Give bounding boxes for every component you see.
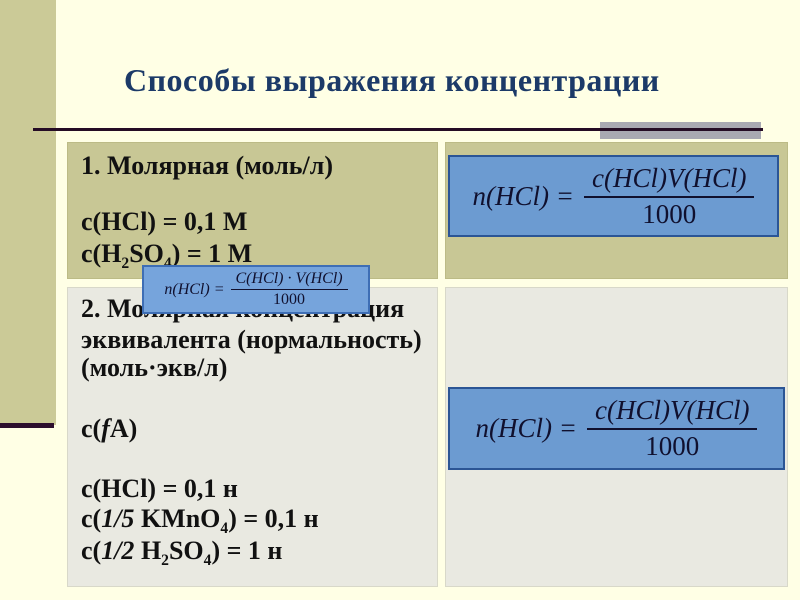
formula-box-overlay: n(HCl) = C(HCl) · V(HCl) 1000: [142, 265, 370, 314]
left-accent-band-underline: [0, 423, 54, 428]
formula-lhs: n(HCl) =: [472, 180, 574, 211]
text-line: c(1/5 KMnO4) = 0,1 н: [81, 504, 319, 538]
table-cell-equivalent-text: 2. Молярная концентрация эквивалента (но…: [67, 287, 438, 587]
text-line: эквивалента (нормальность): [81, 325, 422, 354]
slide-title: Способы выражения концентрации: [124, 62, 660, 98]
formula-fraction: c(HCl)V(HCl) 1000: [587, 395, 758, 462]
formula-denominator: 1000: [645, 431, 700, 461]
left-accent-band: [0, 0, 56, 425]
formula-numerator: c(HCl)V(HCl): [584, 163, 755, 198]
text-line: 1. Молярная (моль/л): [81, 151, 334, 180]
formula-lhs: n(HCl) =: [475, 413, 577, 443]
formula-denominator: 1000: [642, 198, 697, 229]
text-line: c(fA): [81, 414, 138, 443]
formula-denominator: 1000: [273, 291, 306, 308]
text-line: c(HCl) = 0,1 М: [81, 207, 248, 236]
table-cell-molar-text: 1. Молярная (моль/л) c(HCl) = 0,1 М c(H2…: [67, 142, 438, 279]
formula-fraction: C(HCl) · V(HCl) 1000: [230, 270, 348, 309]
text-line: c(H2SO4) = 1 М: [81, 239, 253, 273]
formula-fraction: c(HCl)V(HCl) 1000: [584, 163, 755, 230]
text-line: c(HCl) = 0,1 н: [81, 474, 238, 503]
formula-numerator: c(HCl)V(HCl): [587, 395, 758, 430]
title-underline-rule: [33, 128, 763, 131]
text-line: (моль·экв/л): [81, 353, 228, 382]
formula-box-equivalent: n(HCl) = c(HCl)V(HCl) 1000: [448, 387, 785, 470]
formula-numerator: C(HCl) · V(HCl): [230, 270, 348, 290]
formula-lhs: n(HCl) =: [164, 280, 225, 298]
formula-box-molar: n(HCl) = c(HCl)V(HCl) 1000: [448, 155, 779, 237]
text-line: c(1/2 H2SO4) = 1 н: [81, 536, 283, 570]
